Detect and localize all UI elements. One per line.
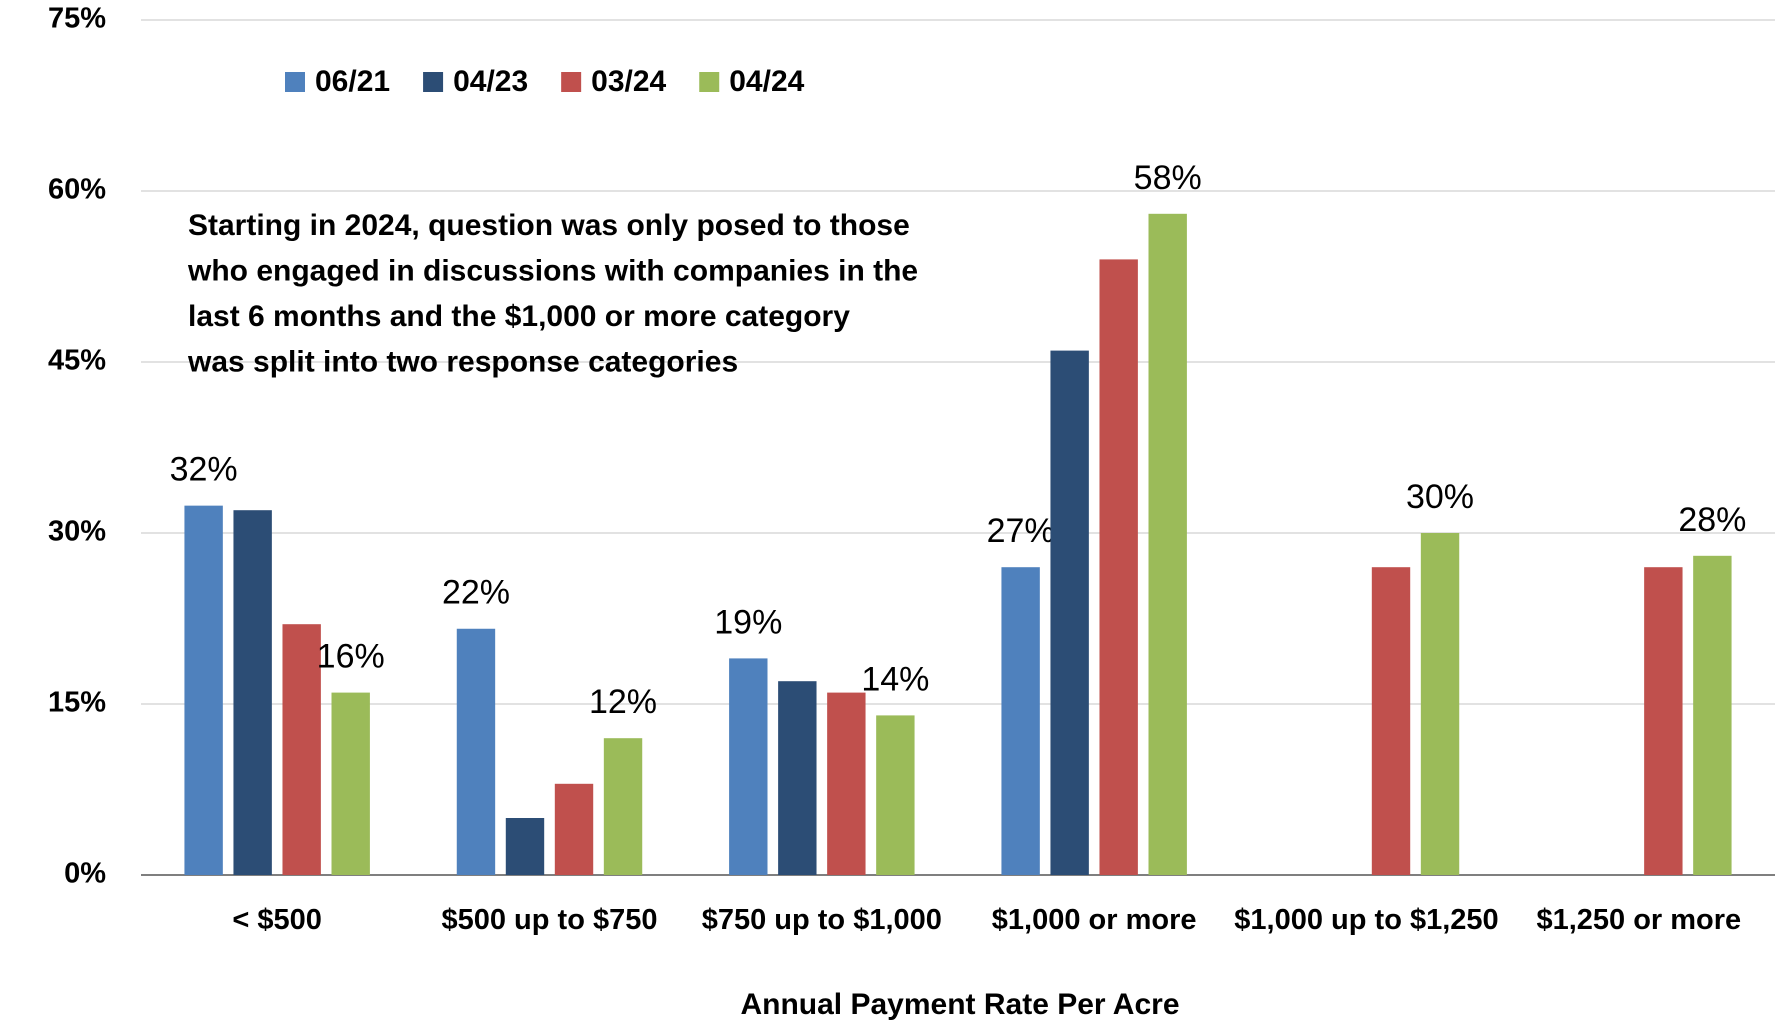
bar	[1148, 213, 1187, 876]
y-tick-label: 30%	[48, 516, 106, 548]
data-label: 12%	[589, 683, 657, 721]
legend-swatch	[285, 72, 305, 92]
bar	[1050, 350, 1089, 876]
x-tick-label: $1,000 up to $1,250	[1234, 904, 1499, 936]
data-label: 19%	[714, 603, 782, 641]
legend-swatch	[699, 72, 720, 92]
bar	[778, 681, 817, 875]
y-tick-label: 75%	[48, 3, 106, 35]
x-tick-label: < $500	[232, 904, 322, 936]
annotation: was split into two response categories	[187, 345, 738, 378]
bar	[1371, 567, 1411, 875]
data-label: 16%	[317, 638, 385, 676]
bar	[456, 628, 496, 875]
x-axis-title: Annual Payment Rate Per Acre	[740, 988, 1179, 1021]
data-label: 14%	[861, 660, 929, 698]
y-tick-label: 60%	[48, 174, 106, 206]
data-label: 32%	[170, 451, 238, 489]
x-tick-label: $1,000 or more	[991, 904, 1197, 936]
bar	[876, 715, 915, 875]
legend-swatch	[561, 72, 582, 92]
x-tick-label: $750 up to $1,000	[701, 904, 942, 936]
legend-label: 03/24	[591, 65, 666, 98]
bar	[1001, 567, 1040, 875]
annotation: who engaged in discussions with companie…	[187, 254, 918, 287]
bar	[331, 692, 370, 875]
bar	[233, 510, 272, 875]
x-tick-label: $1,250 or more	[1536, 904, 1742, 936]
bar	[827, 692, 866, 875]
bar	[603, 738, 643, 875]
bar	[1420, 533, 1460, 875]
x-tick-label: $500 up to $750	[441, 904, 658, 936]
legend-label: 04/24	[729, 65, 804, 98]
y-tick-label: 15%	[48, 687, 106, 719]
data-label: 27%	[987, 512, 1055, 550]
data-label: 28%	[1678, 501, 1746, 539]
data-label: 22%	[442, 574, 510, 612]
legend-label: 06/21	[315, 65, 390, 98]
data-label: 30%	[1406, 478, 1474, 516]
bar	[282, 624, 321, 875]
bar	[184, 505, 223, 875]
legend-label: 04/23	[453, 65, 528, 98]
legend-swatch	[423, 72, 444, 92]
bar	[554, 783, 594, 875]
data-label: 58%	[1134, 159, 1202, 197]
y-tick-label: 45%	[48, 345, 106, 377]
annotation: last 6 months and the $1,000 or more cat…	[188, 300, 850, 333]
bar	[1693, 555, 1732, 875]
bar	[505, 818, 545, 875]
y-tick-label: 0%	[64, 858, 106, 890]
bar	[1099, 259, 1138, 875]
annotation: Starting in 2024, question was only pose…	[188, 209, 910, 242]
bar	[1644, 567, 1683, 875]
bar	[729, 658, 768, 875]
